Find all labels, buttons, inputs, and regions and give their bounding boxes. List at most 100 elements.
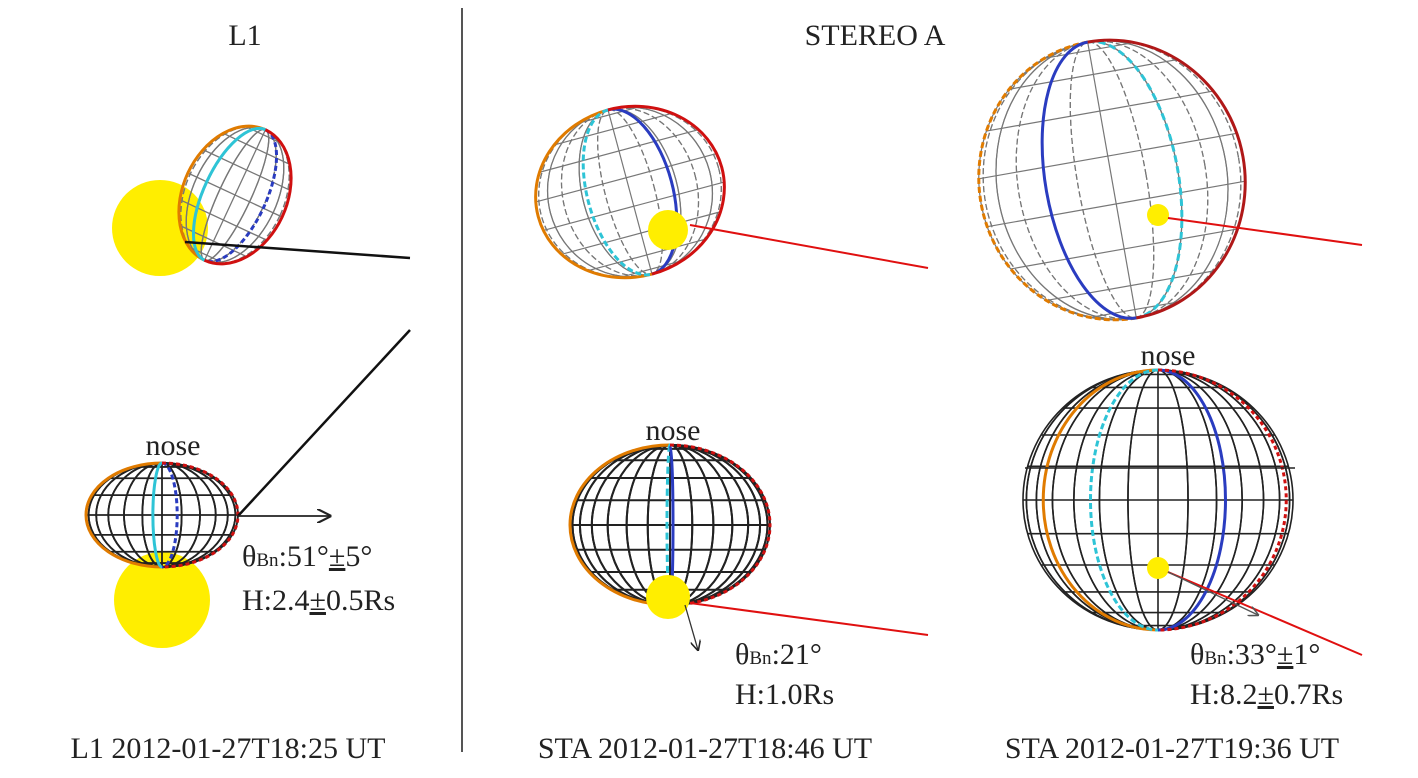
wireframe xyxy=(1022,368,1294,632)
nose-label: nose xyxy=(1141,339,1196,372)
wireframe xyxy=(534,104,726,280)
flux-rope-edge xyxy=(203,128,293,266)
theta: θ xyxy=(1190,638,1204,671)
height: H:8.2 xyxy=(1190,678,1258,711)
wireframe xyxy=(177,124,293,266)
theta-error: 1° xyxy=(1293,638,1320,671)
pm: ± xyxy=(329,540,345,573)
header: L1 xyxy=(228,19,261,52)
line xyxy=(1167,571,1363,656)
flux-rope-edge xyxy=(607,107,679,276)
line xyxy=(237,329,411,517)
meridian xyxy=(608,110,652,274)
flux-rope-edge xyxy=(607,104,726,276)
parallel xyxy=(986,90,1214,132)
caption: STA 2012-01-27T18:46 UT xyxy=(538,732,872,765)
flux-rope-edge xyxy=(203,128,279,264)
flux-rope-edge xyxy=(151,461,163,569)
meridian xyxy=(1088,42,1137,318)
theta-sub: Bn xyxy=(256,550,279,571)
flux-rope-edge xyxy=(191,126,267,262)
header: STEREO A xyxy=(805,19,946,52)
parallel xyxy=(222,132,291,165)
flux-rope-edge xyxy=(1087,38,1247,320)
height-error: 0.5Rs xyxy=(326,584,395,617)
theta-label: θBn:51°±5° xyxy=(242,540,372,573)
wireframe xyxy=(568,443,772,607)
height-label: H:2.4±0.5Rs xyxy=(242,584,395,617)
flux-rope-edge xyxy=(161,461,179,569)
theta-label: θBn:21° xyxy=(735,638,822,671)
sun xyxy=(648,210,688,250)
theta-value: :21° xyxy=(772,638,822,671)
height-error: 0.7Rs xyxy=(1274,678,1343,711)
parallel xyxy=(539,129,699,173)
parallel xyxy=(1089,301,1180,319)
parallel xyxy=(554,112,673,146)
parallel xyxy=(535,152,717,203)
parallel xyxy=(202,149,291,191)
flux-rope-edge xyxy=(534,108,653,280)
parallel xyxy=(577,105,641,124)
caption: STA 2012-01-27T19:36 UT xyxy=(1005,732,1339,765)
parallel xyxy=(561,211,721,255)
line xyxy=(1167,571,1258,615)
flux-rope-edge xyxy=(177,124,267,262)
flux-rope-edge xyxy=(669,443,772,607)
theta: θ xyxy=(735,638,749,671)
sun xyxy=(112,180,208,276)
parallel xyxy=(179,199,268,241)
height-label: H:8.2±0.7Rs xyxy=(1190,678,1343,711)
flux-rope-edge xyxy=(568,443,671,607)
caption: L1 2012-01-27T18:25 UT xyxy=(71,732,386,765)
wireframe xyxy=(84,461,240,569)
flux-rope-edge xyxy=(84,461,163,569)
theta-label: θBn:33°±1° xyxy=(1190,638,1320,671)
wireframe xyxy=(977,38,1247,322)
line xyxy=(1167,217,1363,246)
flux-rope-edge xyxy=(1041,368,1159,632)
nose-label: nose xyxy=(146,429,201,462)
artwork xyxy=(84,38,1363,656)
pm: ± xyxy=(1277,638,1293,671)
parallel xyxy=(1044,41,1135,59)
line xyxy=(684,604,698,650)
parallel xyxy=(587,238,706,272)
flux-rope-edge xyxy=(977,40,1137,322)
sun xyxy=(646,575,690,619)
theta-sub: Bn xyxy=(749,648,772,669)
theta-sub: Bn xyxy=(1204,648,1227,669)
parallel xyxy=(179,225,248,258)
line xyxy=(689,602,929,636)
parallel xyxy=(1046,270,1215,302)
sun xyxy=(1147,557,1169,579)
parallel xyxy=(1010,228,1238,270)
line xyxy=(184,240,411,260)
flux-rope-edge xyxy=(581,108,653,277)
flux-rope-edge xyxy=(665,443,672,607)
sun xyxy=(114,552,210,648)
parallel xyxy=(1009,58,1178,90)
parallel xyxy=(978,132,1237,180)
height-label: H:1.0Rs xyxy=(735,678,834,711)
height: H:2.4 xyxy=(242,584,310,617)
flux-rope-edge xyxy=(1157,368,1227,632)
sun xyxy=(1147,204,1169,226)
flux-rope-edge xyxy=(1087,40,1184,320)
flux-rope-edge xyxy=(1157,368,1288,632)
parallel xyxy=(619,260,683,279)
parallel xyxy=(187,172,283,218)
pm: ± xyxy=(310,584,326,617)
theta-value: :33° xyxy=(1227,638,1277,671)
parallel xyxy=(543,181,725,232)
parallel xyxy=(987,180,1246,228)
flux-rope-edge xyxy=(1089,368,1159,632)
theta-error: 5° xyxy=(345,540,372,573)
line xyxy=(689,224,929,269)
theta: θ xyxy=(242,540,256,573)
theta-value: :51° xyxy=(279,540,329,573)
pm: ± xyxy=(1258,678,1274,711)
nose-label: nose xyxy=(646,414,701,447)
flux-rope-edge xyxy=(1040,40,1137,320)
